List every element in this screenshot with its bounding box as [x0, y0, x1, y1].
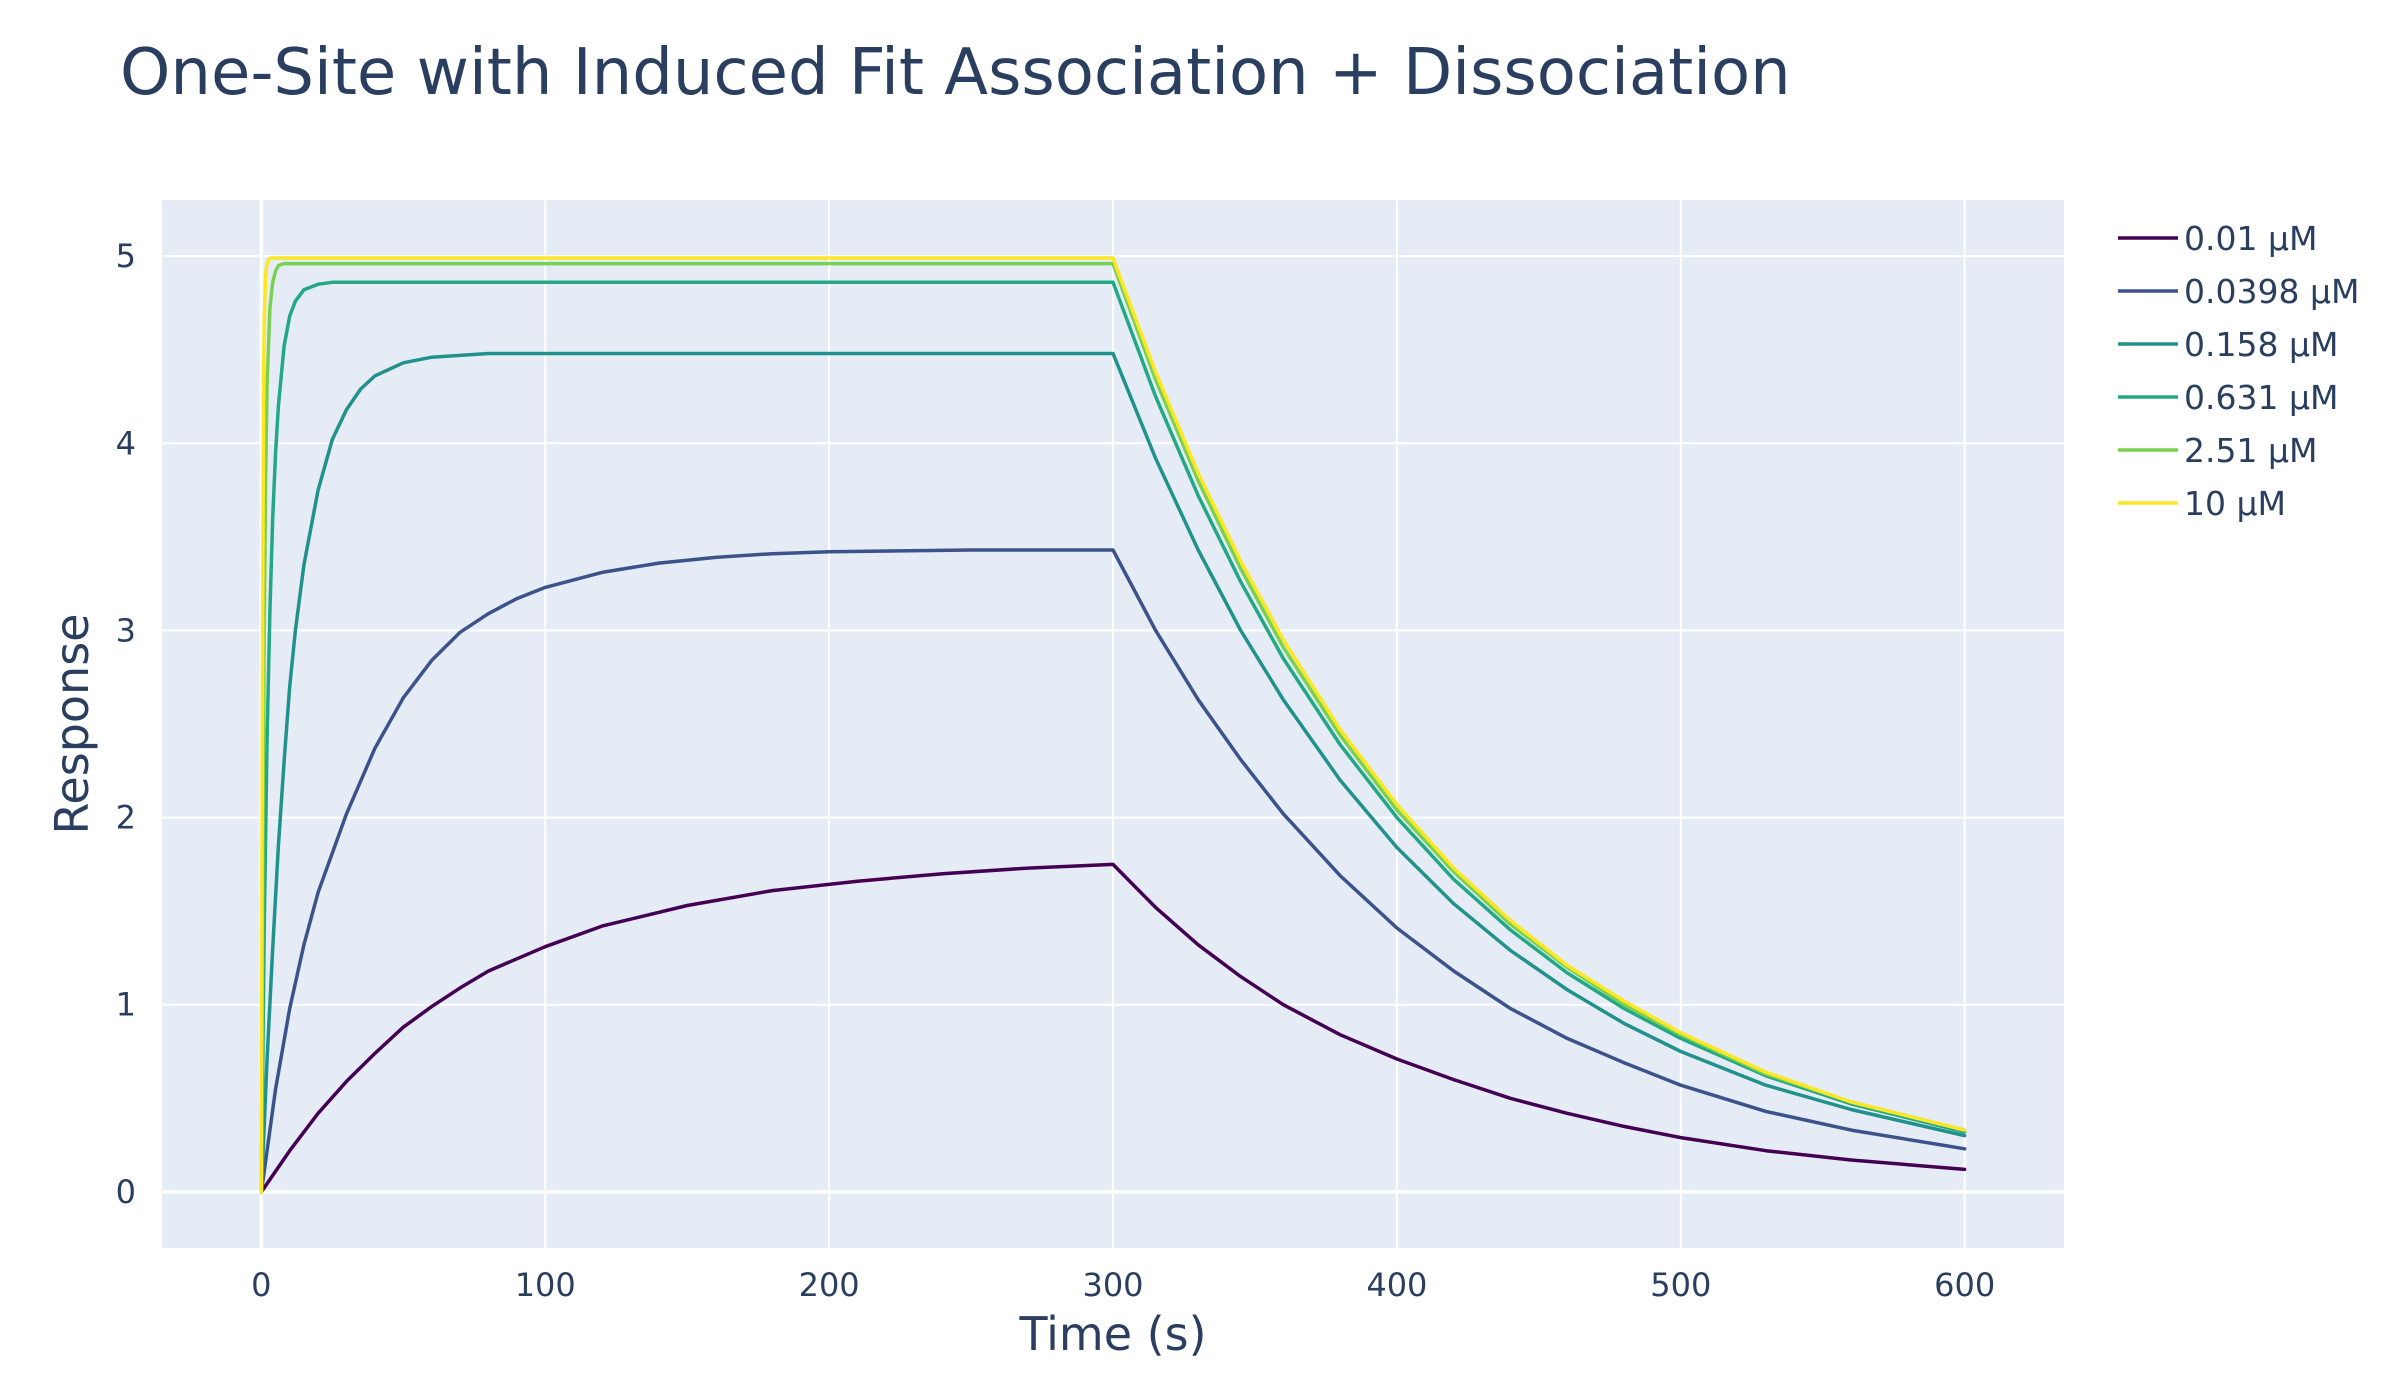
legend-item[interactable]: 0.0398 µM	[2118, 272, 2359, 311]
legend-label: 0.631 µM	[2184, 378, 2338, 417]
legend-label: 2.51 µM	[2184, 431, 2317, 470]
legend-label: 10 µM	[2184, 484, 2286, 523]
y-tick-label: 3	[116, 611, 136, 649]
x-tick-label: 200	[799, 1266, 860, 1304]
x-tick-label: 500	[1650, 1266, 1711, 1304]
legend-item[interactable]: 10 µM	[2118, 484, 2286, 523]
legend-item[interactable]: 2.51 µM	[2118, 431, 2317, 470]
legend-label: 0.158 µM	[2184, 325, 2338, 364]
legend-label: 0.01 µM	[2184, 219, 2317, 258]
series-lines	[259, 256, 1967, 1194]
chart-title: One-Site with Induced Fit Association + …	[120, 36, 1791, 110]
x-tick-label: 300	[1082, 1266, 1143, 1304]
x-axis-title: Time (s)	[1018, 1307, 1206, 1361]
series-line-1	[259, 548, 1967, 1194]
y-axis-ticks: 0 1 2 3 4 5	[116, 237, 136, 1211]
y-tick-label: 5	[116, 237, 136, 275]
x-axis-ticks: 0 100 200 300 400 500 600	[251, 1266, 1995, 1304]
series-line-3	[259, 280, 1967, 1194]
y-tick-label: 2	[116, 799, 136, 837]
x-tick-label: 0	[251, 1266, 271, 1304]
y-tick-label: 0	[116, 1173, 136, 1211]
y-axis-title: Response	[45, 614, 99, 835]
legend-item[interactable]: 0.01 µM	[2118, 219, 2317, 258]
x-tick-label: 400	[1366, 1266, 1427, 1304]
x-tick-label: 600	[1934, 1266, 1995, 1304]
legend-label: 0.0398 µM	[2184, 272, 2359, 311]
series-line-0	[259, 862, 1967, 1194]
legend-item[interactable]: 0.158 µM	[2118, 325, 2338, 364]
x-tick-label: 100	[515, 1266, 576, 1304]
legend[interactable]: 0.01 µM 0.0398 µM 0.158 µM 0.631 µM 2.51 µM 1…	[2118, 219, 2359, 523]
grid-lines	[162, 200, 2064, 1248]
series-line-2	[259, 351, 1967, 1194]
y-tick-label: 4	[116, 424, 136, 462]
series-line-4	[259, 261, 1967, 1194]
legend-item[interactable]: 0.631 µM	[2118, 378, 2338, 417]
y-tick-label: 1	[116, 986, 136, 1024]
series-line-5	[259, 256, 1967, 1194]
